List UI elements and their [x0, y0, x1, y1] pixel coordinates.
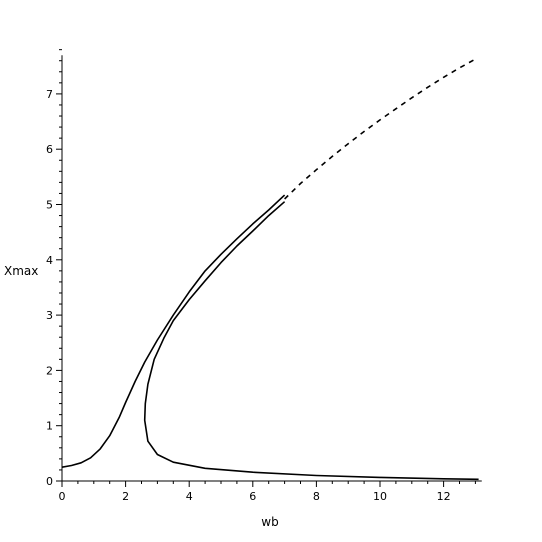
y-tick-label: 0	[46, 475, 53, 488]
x-axis-label: wb	[261, 515, 278, 529]
x-tick-label: 4	[186, 490, 193, 503]
x-tick-label: 2	[122, 490, 129, 503]
series-line-3	[284, 58, 476, 200]
series-line-2	[143, 201, 479, 481]
x-tick-label: 6	[249, 490, 256, 503]
y-tick-label: 4	[46, 254, 53, 267]
x-tick-label: 0	[59, 490, 66, 503]
y-tick-label: 6	[46, 143, 53, 156]
x-tick-label: 8	[313, 490, 320, 503]
y-tick-label: 5	[46, 199, 53, 212]
x-tick-label: 12	[437, 490, 451, 503]
x-tick-label: 10	[373, 490, 387, 503]
axes	[61, 55, 482, 482]
y-axis-label: Xmax	[4, 264, 38, 278]
series-line-1	[61, 194, 286, 468]
y-tick-label: 7	[46, 88, 53, 101]
y-tick-label: 2	[46, 364, 53, 377]
y-tick-label: 1	[46, 420, 53, 433]
ticks	[56, 49, 476, 487]
y-tick-label: 3	[46, 309, 53, 322]
series-lines	[61, 58, 479, 481]
